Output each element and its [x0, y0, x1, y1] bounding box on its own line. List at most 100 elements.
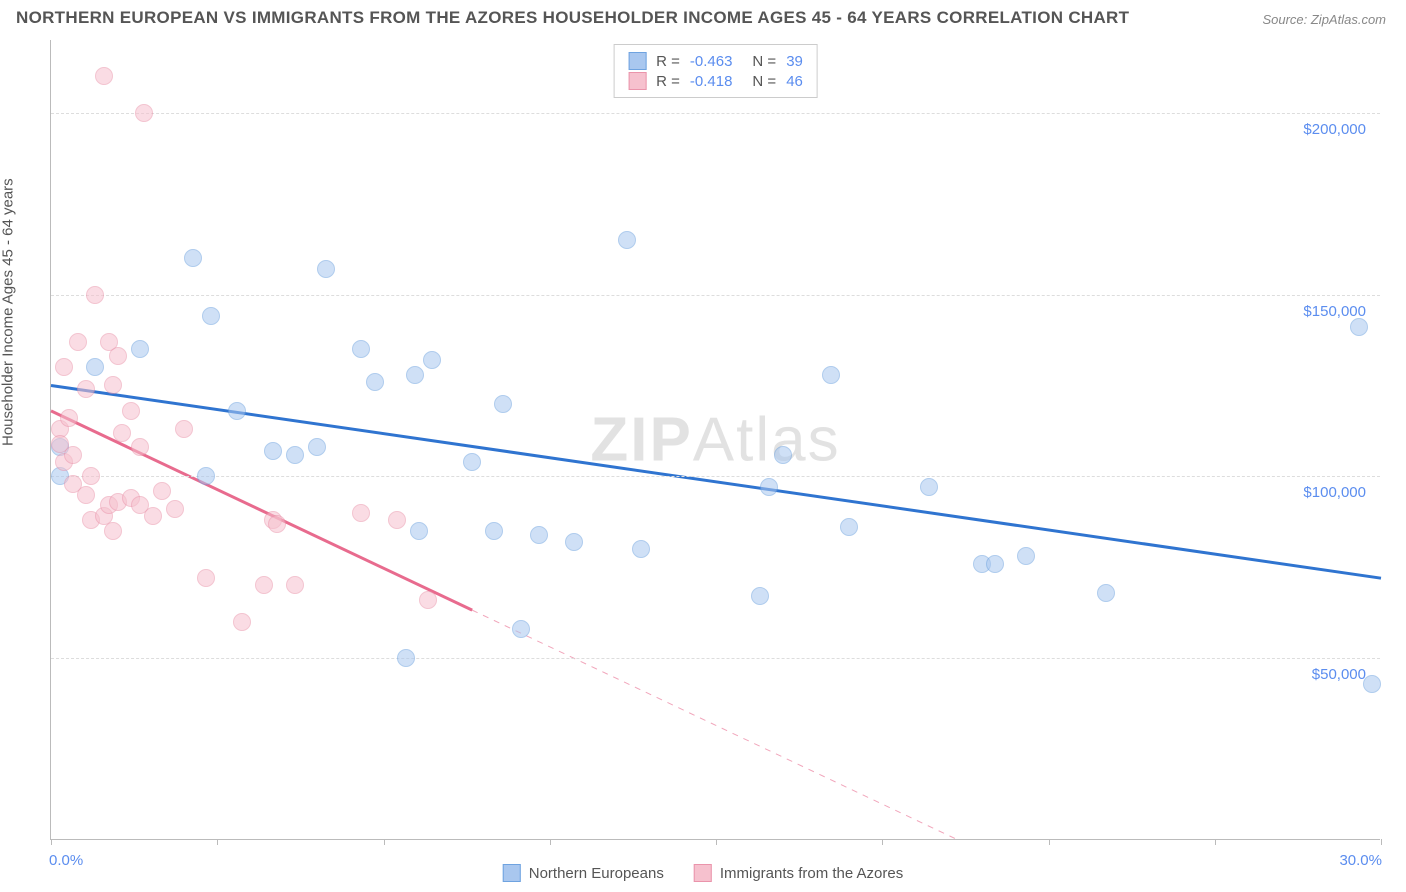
legend-swatch — [694, 864, 712, 882]
data-point — [286, 446, 304, 464]
data-point — [423, 351, 441, 369]
data-point — [388, 511, 406, 529]
legend-item: Northern Europeans — [503, 864, 664, 882]
legend-r-value: -0.463 — [690, 53, 733, 70]
gridline — [51, 476, 1380, 477]
data-point — [153, 482, 171, 500]
data-point — [632, 540, 650, 558]
y-axis-title: Householder Income Ages 45 - 64 years — [0, 178, 17, 446]
data-point — [95, 67, 113, 85]
x-max-label: 30.0% — [1339, 852, 1382, 869]
data-point — [463, 453, 481, 471]
data-point — [104, 376, 122, 394]
data-point — [1350, 318, 1368, 336]
data-point — [69, 333, 87, 351]
data-point — [131, 340, 149, 358]
data-point — [264, 442, 282, 460]
data-point — [352, 340, 370, 358]
legend-item: Immigrants from the Azores — [694, 864, 903, 882]
data-point — [618, 231, 636, 249]
legend-swatch — [628, 52, 646, 70]
legend-swatch — [628, 72, 646, 90]
x-tick — [882, 839, 883, 845]
y-tick-label: $100,000 — [1303, 484, 1366, 501]
trend-lines-layer — [51, 40, 1380, 839]
data-point — [104, 522, 122, 540]
gridline — [51, 113, 1380, 114]
legend-n-label: N = — [752, 73, 776, 90]
data-point — [122, 402, 140, 420]
data-point — [77, 486, 95, 504]
x-tick — [716, 839, 717, 845]
data-point — [751, 587, 769, 605]
data-point — [317, 260, 335, 278]
data-point — [77, 380, 95, 398]
data-point — [494, 395, 512, 413]
data-point — [144, 507, 162, 525]
data-point — [760, 478, 778, 496]
y-tick-label: $150,000 — [1303, 303, 1366, 320]
legend-n-value: 39 — [786, 53, 803, 70]
x-tick — [550, 839, 551, 845]
correlation-legend: R = -0.463 N = 39 R = -0.418 N = 46 — [613, 44, 818, 98]
data-point — [255, 576, 273, 594]
data-point — [397, 649, 415, 667]
x-tick — [1049, 839, 1050, 845]
data-point — [86, 358, 104, 376]
legend-r-label: R = — [656, 73, 680, 90]
data-point — [197, 467, 215, 485]
data-point — [55, 358, 73, 376]
x-tick — [1381, 839, 1382, 845]
series-legend: Northern Europeans Immigrants from the Az… — [503, 864, 904, 882]
data-point — [920, 478, 938, 496]
gridline — [51, 658, 1380, 659]
data-point — [131, 438, 149, 456]
data-point — [197, 569, 215, 587]
data-point — [366, 373, 384, 391]
data-point — [268, 515, 286, 533]
y-tick-label: $50,000 — [1312, 666, 1366, 683]
data-point — [406, 366, 424, 384]
data-point — [565, 533, 583, 551]
data-point — [419, 591, 437, 609]
data-point — [166, 500, 184, 518]
legend-n-value: 46 — [786, 73, 803, 90]
x-tick — [384, 839, 385, 845]
data-point — [184, 249, 202, 267]
legend-r-value: -0.418 — [690, 73, 733, 90]
x-min-label: 0.0% — [49, 852, 83, 869]
chart-title: NORTHERN EUROPEAN VS IMMIGRANTS FROM THE… — [16, 8, 1129, 28]
data-point — [286, 576, 304, 594]
data-point — [175, 420, 193, 438]
source-label: Source: ZipAtlas.com — [1262, 12, 1386, 27]
y-tick-label: $200,000 — [1303, 121, 1366, 138]
data-point — [530, 526, 548, 544]
data-point — [840, 518, 858, 536]
x-tick — [1215, 839, 1216, 845]
plot-area: ZIPAtlas R =-0.463N =39R =-0.418N =46 $5… — [50, 40, 1380, 840]
data-point — [774, 446, 792, 464]
data-point — [308, 438, 326, 456]
chart-container: NORTHERN EUROPEAN VS IMMIGRANTS FROM THE… — [0, 0, 1406, 892]
legend-swatch — [503, 864, 521, 882]
data-point — [1363, 675, 1381, 693]
data-point — [64, 446, 82, 464]
data-point — [228, 402, 246, 420]
legend-row: R = -0.418 N = 46 — [628, 72, 803, 90]
data-point — [202, 307, 220, 325]
data-point — [1017, 547, 1035, 565]
legend-row: R = -0.463 N = 39 — [628, 52, 803, 70]
x-tick — [217, 839, 218, 845]
data-point — [512, 620, 530, 638]
legend-r-label: R = — [656, 53, 680, 70]
data-point — [1097, 584, 1115, 602]
x-tick — [51, 839, 52, 845]
data-point — [60, 409, 78, 427]
legend-n-label: N = — [752, 53, 776, 70]
gridline — [51, 295, 1380, 296]
data-point — [822, 366, 840, 384]
data-point — [485, 522, 503, 540]
data-point — [82, 467, 100, 485]
data-point — [410, 522, 428, 540]
legend-label: Northern Europeans — [529, 865, 664, 882]
